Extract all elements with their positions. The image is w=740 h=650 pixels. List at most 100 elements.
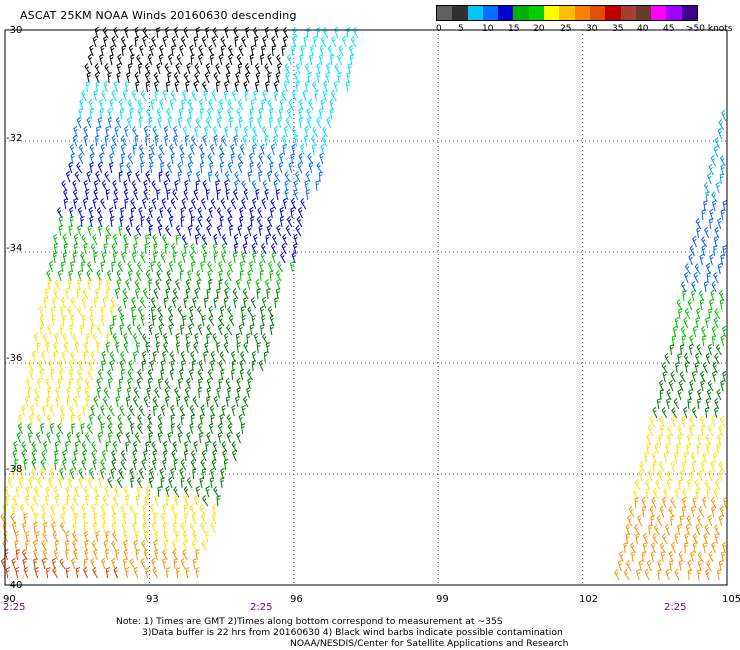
wind-barb <box>209 161 214 174</box>
wind-barb <box>49 422 54 435</box>
wind-barb <box>683 353 690 365</box>
wind-barb <box>671 407 678 419</box>
wind-barb <box>131 306 136 318</box>
wind-barb <box>670 370 676 383</box>
wind-barb <box>270 143 275 156</box>
wind-barb <box>116 431 121 444</box>
wind-barb <box>111 450 117 462</box>
wind-barb <box>650 541 656 554</box>
wind-barb <box>222 449 227 462</box>
wind-barb <box>349 53 355 66</box>
wind-barb <box>239 260 244 273</box>
wind-barb <box>152 126 158 138</box>
wind-barb <box>180 521 186 534</box>
wind-barb <box>646 442 651 455</box>
wind-barb <box>295 62 301 75</box>
wind-barb <box>618 550 624 563</box>
wind-barb <box>110 467 115 480</box>
wind-barb <box>11 557 16 570</box>
wind-barb <box>166 189 171 201</box>
wind-barb <box>718 119 725 131</box>
wind-barb <box>85 81 91 93</box>
wind-barb <box>105 441 111 453</box>
wind-barb <box>197 377 203 390</box>
wind-barb <box>46 431 51 444</box>
wind-barb <box>677 352 682 365</box>
wind-barb <box>160 368 165 381</box>
wind-barb <box>124 243 129 255</box>
wind-barb <box>275 71 280 84</box>
wind-barb <box>331 35 337 48</box>
wind-barb <box>696 514 703 527</box>
wind-barb <box>72 251 77 264</box>
legend-labels: 0 5 10 15 20 25 30 35 40 45 >50 knots <box>436 24 733 36</box>
wind-barb <box>166 161 173 174</box>
wind-barb <box>22 521 27 534</box>
wind-barb <box>252 126 258 138</box>
wind-barb <box>691 407 698 419</box>
wind-barb <box>199 476 204 489</box>
wind-barb <box>152 396 159 408</box>
wind-barb <box>179 467 185 480</box>
wind-barb <box>147 377 152 390</box>
wind-barb <box>304 80 310 93</box>
note-line-1: Note: 1) Times are GMT 2)Times along bot… <box>116 616 503 627</box>
wind-barb <box>712 361 718 374</box>
wind-barb <box>99 467 105 480</box>
wind-barb <box>281 242 287 255</box>
wind-barb <box>196 278 201 291</box>
wind-barb <box>264 279 271 291</box>
wind-barb <box>31 458 37 471</box>
wind-barb <box>96 324 103 336</box>
wind-barb <box>701 244 706 257</box>
wind-barb <box>175 567 181 579</box>
wind-barb <box>253 233 258 246</box>
wind-barb <box>162 549 168 561</box>
wind-barb <box>243 342 249 354</box>
wind-barb <box>63 242 69 255</box>
wind-barb <box>181 549 188 561</box>
wind-barb <box>145 81 151 93</box>
wind-barb <box>237 99 244 111</box>
wind-barb <box>62 251 68 264</box>
wind-barb <box>210 350 216 363</box>
wind-barb <box>218 315 225 327</box>
wind-barb <box>100 422 105 435</box>
wind-barb <box>231 441 238 453</box>
wind-barb <box>68 161 73 174</box>
wind-barb <box>76 377 81 390</box>
wind-barb <box>7 476 13 489</box>
wind-barb <box>233 233 239 246</box>
wind-barb <box>194 63 201 75</box>
wind-barb <box>711 325 717 338</box>
wind-barb <box>44 287 49 300</box>
wind-barb <box>139 152 144 165</box>
wind-barb <box>40 422 45 435</box>
wind-barb <box>232 288 239 300</box>
wind-barb <box>659 505 665 518</box>
wind-barb <box>71 531 79 543</box>
wind-barb <box>120 351 126 363</box>
wind-barb <box>706 272 712 284</box>
wind-barb <box>178 107 184 120</box>
wind-barb <box>109 161 114 174</box>
wind-barb <box>333 26 339 39</box>
wind-barb <box>42 531 49 543</box>
wind-barb <box>168 215 174 228</box>
wind-barb <box>105 548 110 561</box>
wind-barb <box>89 44 94 57</box>
wind-barb <box>282 197 288 210</box>
wind-barb <box>53 242 59 255</box>
wind-barb <box>186 431 191 444</box>
wind-barb <box>183 486 190 498</box>
wind-barb <box>41 557 46 570</box>
wind-barb <box>205 62 211 75</box>
wind-barb <box>721 109 727 122</box>
wind-barb <box>154 530 159 543</box>
wind-barb <box>318 171 324 183</box>
wind-barb <box>706 388 712 401</box>
wind-barb <box>173 486 180 498</box>
wind-barb <box>41 540 48 552</box>
wind-barb <box>206 386 211 399</box>
wind-barb <box>151 180 158 192</box>
